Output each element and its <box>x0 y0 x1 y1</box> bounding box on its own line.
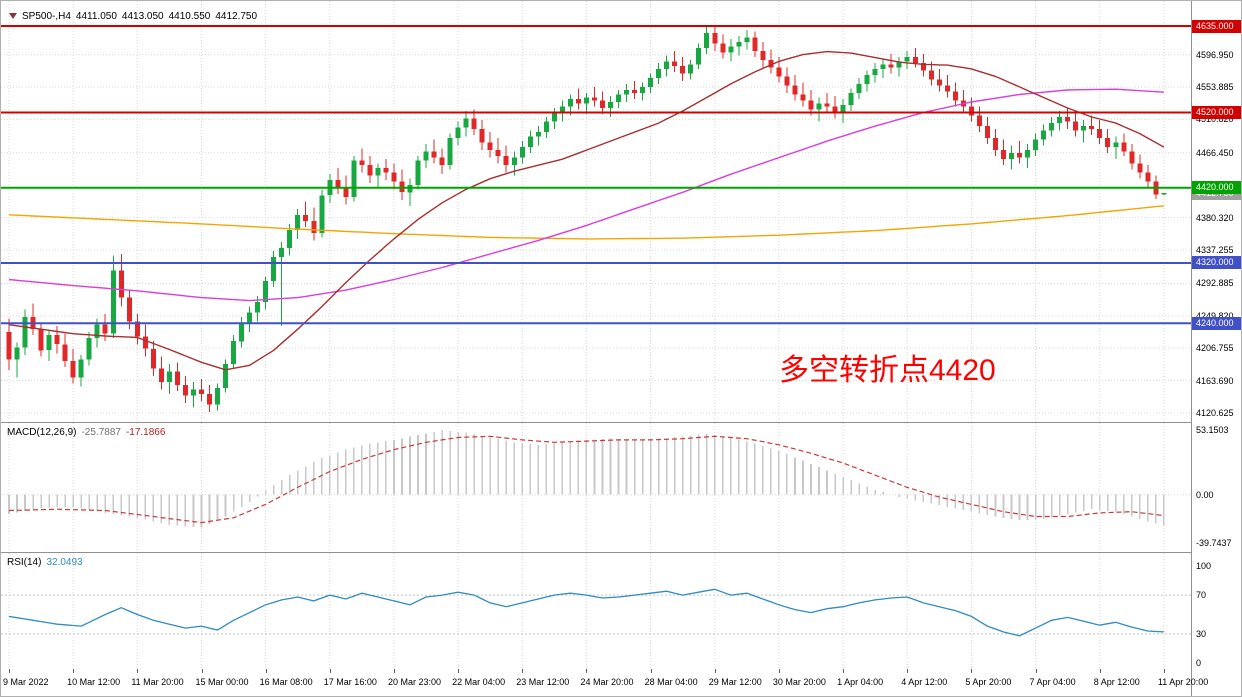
time-axis-tick <box>73 669 75 673</box>
time-axis-label: 11 Mar 20:00 <box>131 677 184 687</box>
time-axis-tick <box>9 669 10 673</box>
low-value: 4410.550 <box>168 11 211 22</box>
price-axis-label: 4292.885 <box>1196 278 1234 289</box>
chart-annotation-text[interactable]: 多空转折点4420 <box>779 354 996 387</box>
time-axis-label: 17 Mar 16:00 <box>323 677 377 687</box>
time-axis-label: 7 Apr 04:00 <box>1029 677 1076 687</box>
time-axis-tick <box>1035 669 1037 673</box>
rsi-indicator-label: RSI(14) 32.0493 <box>7 557 83 568</box>
rsi-name: RSI(14) <box>7 557 42 568</box>
price-axis-label: 4596.950 <box>1196 49 1234 60</box>
ma-fast-darkred[interactable] <box>8 50 1165 371</box>
macd-axis-label: -39.7437 <box>1196 537 1232 548</box>
horizontal-level-lines[interactable] <box>1 25 1191 325</box>
macd-signal-value: -17.1866 <box>125 427 166 438</box>
price-axis-label: 4553.885 <box>1196 82 1234 93</box>
symbol-timeframe-label: SP500-,H4 <box>22 11 71 22</box>
time-axis-label: 11 Apr 20:00 <box>1157 677 1209 687</box>
macd-pane[interactable] <box>1 422 1191 552</box>
time-axis-label: 24 Mar 20:00 <box>580 677 634 687</box>
ohlc-header: SP500-,H4 4411.050 4413.050 4410.550 4412.75… <box>9 11 262 22</box>
time-axis-label: 15 Mar 00:00 <box>195 677 249 687</box>
time-axis-tick <box>1099 669 1101 673</box>
price-axis[interactable]: 4596.950 4553.885 4510.820 4466.450 4380.320… <box>1191 1 1241 696</box>
price-line-badge: 4420.000 <box>1192 181 1241 195</box>
rsi-axis-label: 70 <box>1196 590 1207 601</box>
time-axis-tick <box>137 669 139 673</box>
time-axis-label: 29 Mar 12:00 <box>708 677 762 687</box>
rsi-value: 32.0493 <box>46 557 83 568</box>
price-axis-label: 4466.450 <box>1196 147 1234 158</box>
time-axis-label: 9 Mar 2022 <box>3 677 49 687</box>
price-axis-label: 4510.820 <box>1196 114 1234 125</box>
macd-grid <box>1 423 1191 552</box>
macd-signal-line <box>8 435 1164 524</box>
ma-slow-orange[interactable] <box>8 205 1164 240</box>
time-axis-label: 10 Mar 12:00 <box>67 677 121 687</box>
price-line-badge: 4635.000 <box>1192 19 1241 33</box>
macd-axis-label: 0.00 <box>1196 489 1214 500</box>
macd-histogram <box>8 430 1165 528</box>
macd-axis-label: 53.1503 <box>1196 425 1229 435</box>
rsi-pane[interactable] <box>1 552 1191 668</box>
close-value: 4412.750 <box>215 11 258 22</box>
time-axis-tick <box>329 669 331 673</box>
price-line-badge: 4320.000 <box>1192 256 1241 270</box>
price-axis-label: 4206.755 <box>1196 343 1234 354</box>
time-axis[interactable]: 9 Mar 2022 10 Mar 12:00 11 Mar 20:00 15 Mar… <box>1 668 1208 696</box>
price-line-badge: 4240.000 <box>1192 316 1241 330</box>
time-axis-tick <box>586 669 588 673</box>
time-axis-tick <box>522 669 524 673</box>
time-axis-tick <box>650 669 652 673</box>
macd-main-value: -25.7887 <box>81 427 121 438</box>
ma-mid-magenta[interactable] <box>8 88 1164 302</box>
time-axis-tick <box>714 669 716 673</box>
rsi-axis-label: 0 <box>1196 658 1202 668</box>
rsi-line <box>8 588 1164 637</box>
time-axis-label: 22 Mar 04:00 <box>452 677 506 687</box>
rsi-axis-label: 30 <box>1196 628 1207 639</box>
high-value: 4413.050 <box>121 11 164 22</box>
price-axis-label: 4249.820 <box>1196 311 1234 321</box>
price-axis-label: 4380.320 <box>1196 212 1234 223</box>
price-axis-label: 4120.625 <box>1196 408 1234 418</box>
time-axis-tick <box>1163 669 1165 673</box>
time-axis-label: 4 Apr 12:00 <box>901 677 948 687</box>
rsi-axis-label: 100 <box>1196 561 1212 571</box>
time-axis-tick <box>843 669 845 673</box>
time-axis-label: 16 Mar 08:00 <box>259 677 313 687</box>
macd-name: MACD(12,26,9) <box>7 427 77 438</box>
macd-indicator-label: MACD(12,26,9) -25.7887 -17.1866 <box>7 427 165 438</box>
time-axis-tick <box>394 669 395 673</box>
time-axis-label: 20 Mar 23:00 <box>387 677 441 687</box>
price-axis-label: 4337.255 <box>1196 245 1234 255</box>
price-axis-label: 4163.690 <box>1196 375 1234 386</box>
time-axis-label: 1 Apr 04:00 <box>837 677 884 687</box>
time-axis-tick <box>458 669 460 673</box>
grid <box>1 1 1191 422</box>
time-axis-label: 8 Apr 12:00 <box>1093 677 1140 687</box>
candlesticks <box>6 26 1167 412</box>
one-click-trading-icon[interactable] <box>9 13 17 20</box>
time-axis-label: 28 Mar 04:00 <box>644 677 698 687</box>
time-axis-label: 5 Apr 20:00 <box>965 677 1012 687</box>
open-value: 4411.050 <box>75 11 117 22</box>
time-axis-label: 23 Mar 12:00 <box>516 677 570 687</box>
time-axis-tick <box>201 669 203 673</box>
time-axis-label: 30 Mar 20:00 <box>772 677 826 687</box>
time-axis-tick <box>778 669 780 673</box>
price-chart-pane[interactable] <box>1 1 1191 422</box>
price-line-badge: 4520.000 <box>1192 106 1241 120</box>
time-axis-tick <box>907 669 909 673</box>
time-axis-tick <box>265 669 267 673</box>
rsi-grid <box>1 553 1191 668</box>
time-axis-tick <box>971 669 973 673</box>
